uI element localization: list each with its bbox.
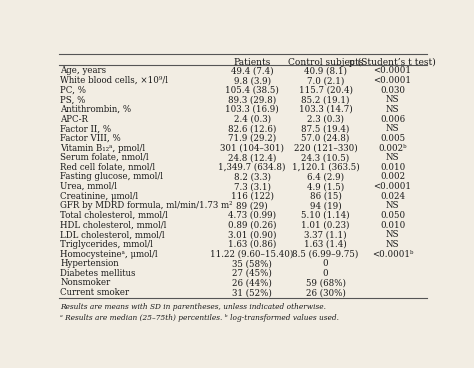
Text: 11.22 (9.60–15.40): 11.22 (9.60–15.40) [210, 250, 294, 258]
Text: Red cell folate, nmol/l: Red cell folate, nmol/l [60, 163, 155, 172]
Text: ᵃ Results are median (25–75th) percentiles. ᵇ log-transformed values used.: ᵃ Results are median (25–75th) percentil… [60, 314, 339, 322]
Text: 116 (122): 116 (122) [231, 192, 273, 201]
Text: NS: NS [386, 230, 400, 239]
Text: Vitamin B₁₂ᵃ, pmol/l: Vitamin B₁₂ᵃ, pmol/l [60, 144, 146, 152]
Text: 1,349.7 (634.8): 1,349.7 (634.8) [219, 163, 286, 172]
Text: <0.0001: <0.0001 [374, 67, 411, 75]
Text: 301 (104–301): 301 (104–301) [220, 144, 284, 152]
Text: 9.8 (3.9): 9.8 (3.9) [234, 76, 271, 85]
Text: 8.5 (6.99–9.75): 8.5 (6.99–9.75) [292, 250, 359, 258]
Text: NS: NS [386, 124, 400, 133]
Text: 49.4 (7.4): 49.4 (7.4) [231, 67, 273, 75]
Text: Fasting glucose, mmol/l: Fasting glucose, mmol/l [60, 173, 164, 181]
Text: 220 (121–330): 220 (121–330) [294, 144, 357, 152]
Text: NS: NS [386, 95, 400, 105]
Text: 5.10 (1.14): 5.10 (1.14) [301, 211, 350, 220]
Text: 0.002ᵇ: 0.002ᵇ [378, 144, 407, 152]
Text: 2.4 (0.3): 2.4 (0.3) [234, 114, 271, 124]
Text: 4.9 (1.5): 4.9 (1.5) [307, 182, 344, 191]
Text: 8.2 (3.3): 8.2 (3.3) [234, 173, 271, 181]
Text: PS, %: PS, % [60, 95, 86, 105]
Text: Age, years: Age, years [60, 67, 107, 75]
Text: 24.3 (10.5): 24.3 (10.5) [301, 153, 350, 162]
Text: 31 (52%): 31 (52%) [232, 288, 272, 297]
Text: <0.0001: <0.0001 [374, 76, 411, 85]
Text: p (Student’s t test): p (Student’s t test) [349, 58, 436, 67]
Text: 86 (15): 86 (15) [310, 192, 341, 201]
Text: Control subjects: Control subjects [288, 58, 363, 67]
Text: 0.030: 0.030 [380, 86, 405, 95]
Text: Nonsmoker: Nonsmoker [60, 279, 110, 287]
Text: 103.3 (16.9): 103.3 (16.9) [225, 105, 279, 114]
Text: 0: 0 [323, 269, 328, 278]
Text: 1.01 (0.23): 1.01 (0.23) [301, 220, 350, 230]
Text: 0.024: 0.024 [380, 192, 405, 201]
Text: APC-R: APC-R [60, 114, 88, 124]
Text: 0.010: 0.010 [380, 163, 405, 172]
Text: 0: 0 [323, 259, 328, 268]
Text: Diabetes mellitus: Diabetes mellitus [60, 269, 136, 278]
Text: 0.010: 0.010 [380, 220, 405, 230]
Text: 27 (45%): 27 (45%) [232, 269, 272, 278]
Text: 82.6 (12.6): 82.6 (12.6) [228, 124, 276, 133]
Text: 24.8 (12.4): 24.8 (12.4) [228, 153, 276, 162]
Text: Creatinine, μmol/l: Creatinine, μmol/l [60, 192, 138, 201]
Text: 6.4 (2.9): 6.4 (2.9) [307, 173, 344, 181]
Text: 3.01 (0.90): 3.01 (0.90) [228, 230, 276, 239]
Text: 0.006: 0.006 [380, 114, 405, 124]
Text: 105.4 (38.5): 105.4 (38.5) [225, 86, 279, 95]
Text: Serum folate, nmol/l: Serum folate, nmol/l [60, 153, 149, 162]
Text: 94 (19): 94 (19) [310, 201, 341, 210]
Text: NS: NS [386, 240, 400, 249]
Text: Factor VIII, %: Factor VIII, % [60, 134, 121, 143]
Text: 35 (58%): 35 (58%) [232, 259, 272, 268]
Text: NS: NS [386, 105, 400, 114]
Text: 0.050: 0.050 [380, 211, 405, 220]
Text: LDL cholesterol, mmol/l: LDL cholesterol, mmol/l [60, 230, 165, 239]
Text: 26 (44%): 26 (44%) [232, 279, 272, 287]
Text: 89 (29): 89 (29) [236, 201, 268, 210]
Text: 57.0 (24.8): 57.0 (24.8) [301, 134, 350, 143]
Text: Hypertension: Hypertension [60, 259, 119, 268]
Text: HDL cholesterol, mmol/l: HDL cholesterol, mmol/l [60, 220, 167, 230]
Text: NS: NS [386, 201, 400, 210]
Text: <0.0001: <0.0001 [374, 182, 411, 191]
Text: 40.9 (8.1): 40.9 (8.1) [304, 67, 347, 75]
Text: 4.73 (0.99): 4.73 (0.99) [228, 211, 276, 220]
Text: <0.0001ᵇ: <0.0001ᵇ [372, 250, 413, 258]
Text: 71.9 (29.2): 71.9 (29.2) [228, 134, 276, 143]
Text: 3.37 (1.1): 3.37 (1.1) [304, 230, 347, 239]
Text: 59 (68%): 59 (68%) [306, 279, 346, 287]
Text: 0.005: 0.005 [380, 134, 405, 143]
Text: Urea, mmol/l: Urea, mmol/l [60, 182, 118, 191]
Text: 0.89 (0.26): 0.89 (0.26) [228, 220, 276, 230]
Text: GFR by MDRD formula, ml/min/1.73 m²: GFR by MDRD formula, ml/min/1.73 m² [60, 201, 233, 210]
Text: 85.2 (19.1): 85.2 (19.1) [301, 95, 350, 105]
Text: PC, %: PC, % [60, 86, 86, 95]
Text: 1.63 (0.86): 1.63 (0.86) [228, 240, 276, 249]
Text: 1,120.1 (363.5): 1,120.1 (363.5) [292, 163, 359, 172]
Text: Triglycerides, mmol/l: Triglycerides, mmol/l [60, 240, 153, 249]
Text: 1.63 (1.4): 1.63 (1.4) [304, 240, 347, 249]
Text: Factor II, %: Factor II, % [60, 124, 111, 133]
Text: Antithrombin, %: Antithrombin, % [60, 105, 131, 114]
Text: 87.5 (19.4): 87.5 (19.4) [301, 124, 350, 133]
Text: 89.3 (29.8): 89.3 (29.8) [228, 95, 276, 105]
Text: 0.002: 0.002 [380, 173, 405, 181]
Text: 103.3 (14.7): 103.3 (14.7) [299, 105, 353, 114]
Text: Patients: Patients [233, 58, 271, 67]
Text: 7.3 (3.1): 7.3 (3.1) [234, 182, 271, 191]
Text: White blood cells, ×10⁹/l: White blood cells, ×10⁹/l [60, 76, 168, 85]
Text: Total cholesterol, mmol/l: Total cholesterol, mmol/l [60, 211, 168, 220]
Text: 115.7 (20.4): 115.7 (20.4) [299, 86, 353, 95]
Text: 7.0 (2.1): 7.0 (2.1) [307, 76, 344, 85]
Text: Results are means with SD in parentheses, unless indicated otherwise.: Results are means with SD in parentheses… [60, 303, 327, 311]
Text: Homocysteineᵃ, μmol/l: Homocysteineᵃ, μmol/l [60, 250, 158, 258]
Text: 2.3 (0.3): 2.3 (0.3) [307, 114, 344, 124]
Text: Current smoker: Current smoker [60, 288, 129, 297]
Text: NS: NS [386, 153, 400, 162]
Text: 26 (30%): 26 (30%) [306, 288, 346, 297]
